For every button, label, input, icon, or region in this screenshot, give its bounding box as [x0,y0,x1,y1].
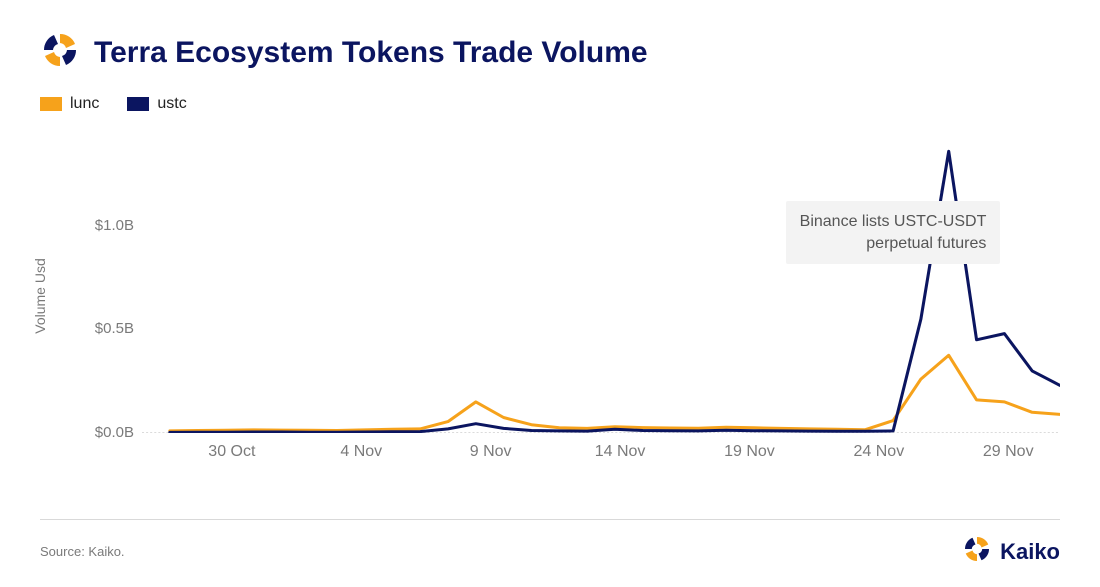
y-axis-ticks: $1.0B$0.5B$0.0B [70,143,134,433]
legend-item-ustc: ustc [127,95,186,113]
annotation-line2: perpetual futures [800,233,987,255]
y-axis-label: Volume Usd [32,258,48,333]
kaiko-logo-icon [962,534,992,569]
plot-region: Binance lists USTC-USDT perpetual future… [142,143,1060,433]
legend-item-lunc: lunc [40,95,99,113]
x-tick: 29 Nov [983,443,1034,461]
x-tick: 19 Nov [724,443,775,461]
brand-name: Kaiko [1000,539,1060,565]
x-tick: 30 Oct [208,443,255,461]
legend-label-lunc: lunc [70,95,99,113]
legend-label-ustc: ustc [157,95,186,113]
x-tick: 24 Nov [853,443,904,461]
kaiko-logo-icon [40,30,80,75]
annotation-box: Binance lists USTC-USDT perpetual future… [786,201,1001,264]
brand: Kaiko [962,534,1060,569]
footer-divider [40,519,1060,520]
legend-swatch-lunc [40,97,62,111]
legend: lunc ustc [40,95,1060,113]
x-tick: 9 Nov [470,443,512,461]
footer: Source: Kaiko. Kaiko [40,534,1060,569]
header: Terra Ecosystem Tokens Trade Volume [40,30,1060,75]
x-axis-ticks: 30 Oct 4 Nov 9 Nov 14 Nov 19 Nov 24 Nov 29 Nov [142,443,1060,465]
chart-area: Volume Usd $1.0B$0.5B$0.0B Binance lists… [70,143,1060,433]
annotation-line1: Binance lists USTC-USDT [800,211,987,233]
legend-swatch-ustc [127,97,149,111]
source-label: Source: Kaiko. [40,544,125,559]
series-ustc [170,151,1060,432]
chart-title: Terra Ecosystem Tokens Trade Volume [94,36,648,70]
x-tick: 4 Nov [340,443,382,461]
series-lunc [170,355,1060,431]
x-tick: 14 Nov [595,443,646,461]
